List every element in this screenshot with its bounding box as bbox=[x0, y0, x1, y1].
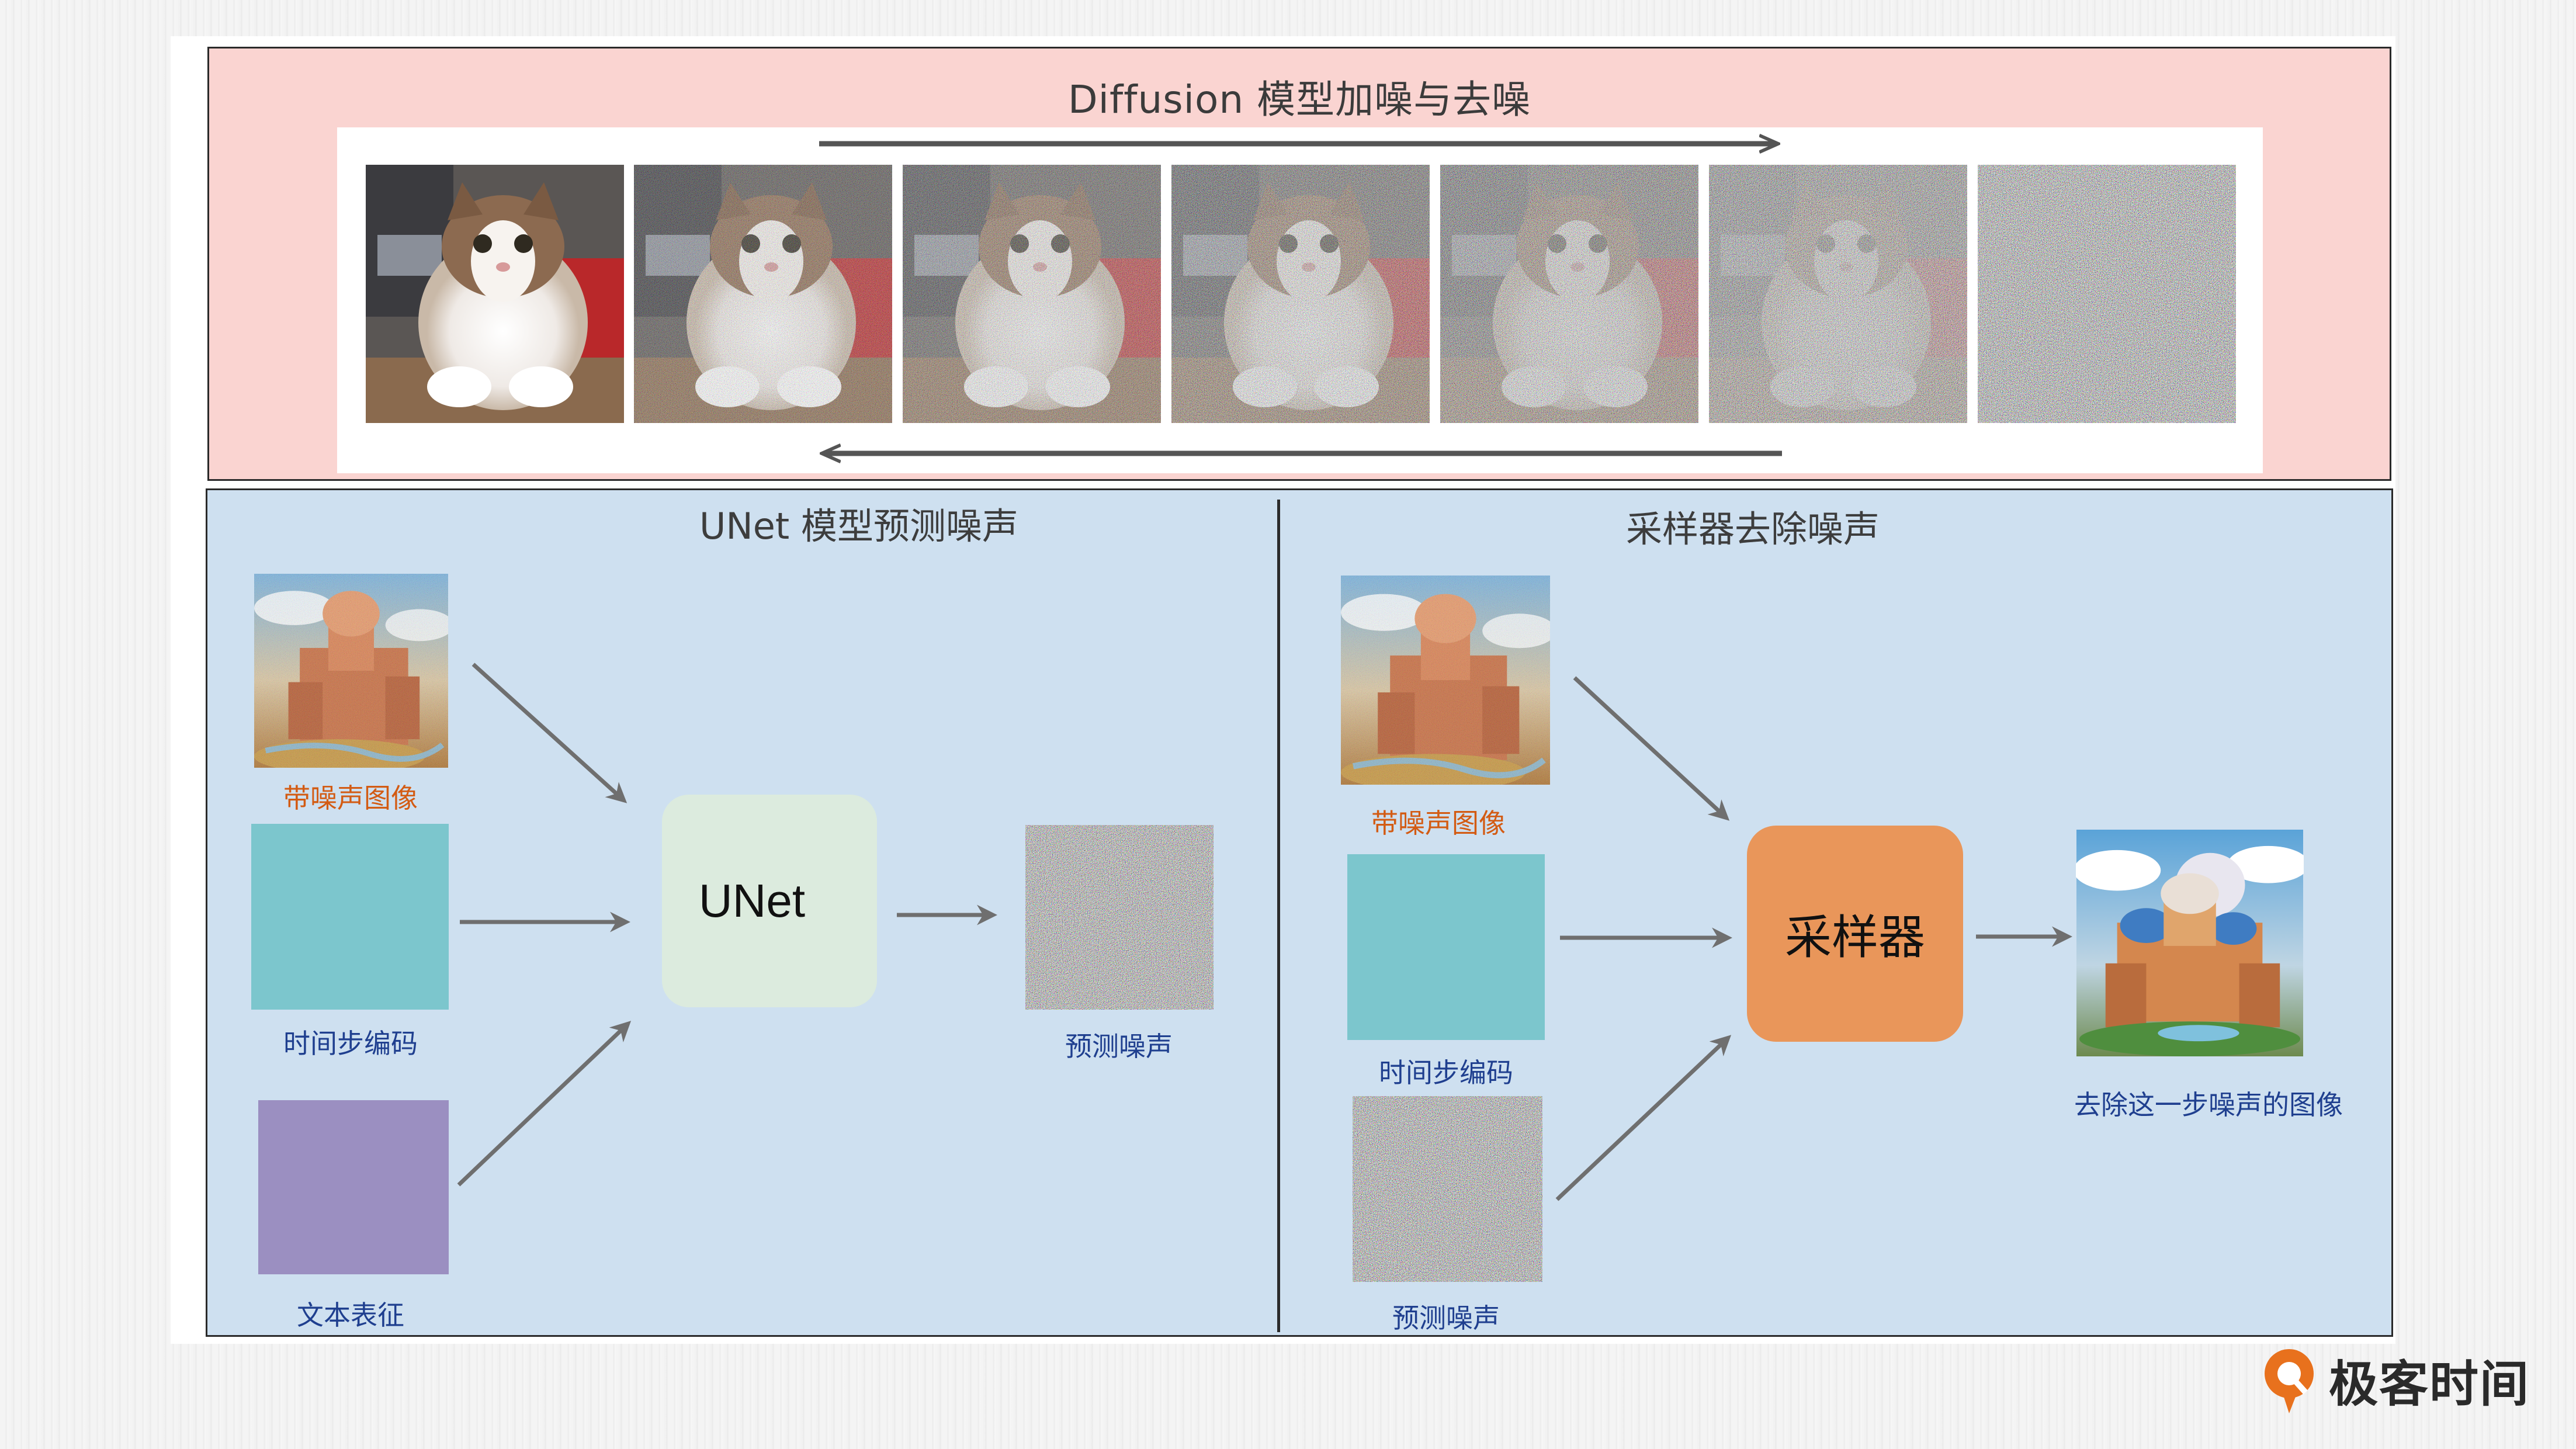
arrow-noisy-to-sampler bbox=[1573, 676, 1730, 821]
arrow-noise-to-sampler bbox=[1555, 1035, 1732, 1201]
panel-divider bbox=[1277, 500, 1280, 1332]
right-predicted-noise bbox=[1353, 1096, 1542, 1282]
cat-frame-pure-noise bbox=[1978, 165, 2236, 423]
sampler-label: 采样器 bbox=[1785, 910, 1925, 965]
right-predicted-noise-label: 预测噪声 bbox=[1392, 1302, 1500, 1334]
right-timestep-square bbox=[1347, 854, 1545, 1040]
unet-section-title: UNet 模型预测噪声 bbox=[699, 505, 1018, 547]
geektime-logo: 极客时间 bbox=[2260, 1343, 2530, 1417]
unet-model-label: UNet bbox=[698, 875, 806, 927]
cat-frame-noise-1 bbox=[634, 165, 892, 423]
left-predicted-noise bbox=[1025, 825, 1214, 1010]
geektime-logo-text: 极客时间 bbox=[2329, 1355, 2530, 1413]
sampler-section-title: 采样器去除噪声 bbox=[1625, 508, 1880, 550]
text-embedding-label: 文本表征 bbox=[297, 1299, 404, 1331]
cat-frame-noise-2 bbox=[903, 165, 1161, 423]
cat-frame-noise-3 bbox=[1171, 165, 1430, 423]
noise-process-title: Diffusion 模型加噪与去噪 bbox=[1067, 77, 1531, 122]
right-timestep-label: 时间步编码 bbox=[1379, 1057, 1513, 1089]
denoise-panel bbox=[206, 488, 2393, 1337]
geektime-logo-icon bbox=[2265, 1349, 2314, 1413]
arrow-noisy-to-unet bbox=[471, 663, 627, 803]
unet-model-box: UNet bbox=[662, 795, 877, 1007]
left-noisy-image-label: 带噪声图像 bbox=[283, 782, 418, 814]
sampler-box: 采样器 bbox=[1747, 826, 1963, 1042]
left-timestep-label: 时间步编码 bbox=[283, 1028, 418, 1059]
right-noisy-image bbox=[1341, 576, 1550, 785]
left-predicted-noise-label: 预测噪声 bbox=[1065, 1031, 1173, 1062]
cat-frame-noise-5 bbox=[1709, 165, 1967, 423]
arrow-text-to-unet bbox=[457, 1021, 632, 1187]
left-noisy-image bbox=[254, 574, 448, 768]
denoised-output-label: 去除这一步噪声的图像 bbox=[2074, 1089, 2343, 1121]
left-timestep-square bbox=[251, 824, 449, 1010]
text-embedding-square bbox=[258, 1100, 449, 1274]
cat-frame-noise-4 bbox=[1440, 165, 1698, 423]
right-noisy-image-label: 带噪声图像 bbox=[1371, 807, 1506, 839]
